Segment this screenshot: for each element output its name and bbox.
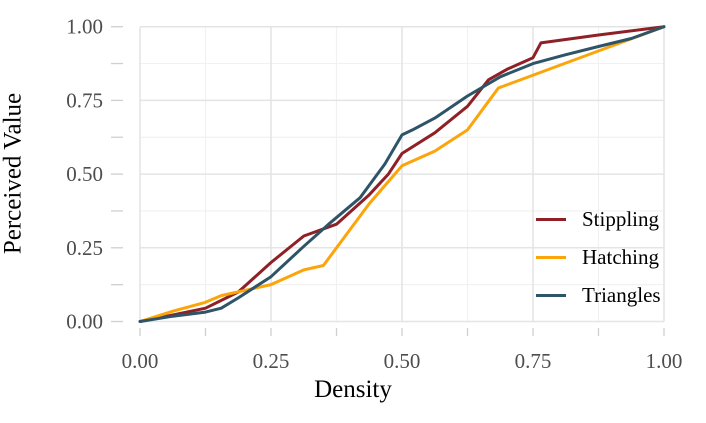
x-tick-label: 0.00 [122,349,159,373]
x-axis-title: Density [314,376,392,403]
legend-label-triangles: Triangles [582,282,661,307]
y-tick-label: 0.50 [66,162,103,186]
legend-entry-triangles: Triangles [536,276,661,314]
y-axis-title: Perceived Value [0,92,27,255]
y-tick-label: 0.75 [66,88,103,112]
legend-label-hatching: Hatching [582,244,659,269]
x-tick-label: 0.25 [253,349,290,373]
legend-label-stippling: Stippling [582,206,660,231]
series-line-stippling [138,25,666,323]
triangles-line-swatch [536,293,566,297]
y-tick-label: 0.25 [66,236,103,260]
y-tick-label: 0.00 [66,310,103,334]
legend-entry-hatching: Hatching [536,238,661,276]
x-tick-label: 0.50 [384,349,421,373]
legend-entry-stippling: Stippling [536,200,661,238]
x-tick-label: 0.75 [515,349,552,373]
legend: Stippling Hatching Triangles [536,200,661,314]
series-line-hatching [138,25,666,323]
series-line-triangles [138,25,666,323]
x-tick-label: 1.00 [646,349,683,373]
hatching-line-swatch [536,255,566,259]
y-tick-label: 1.00 [66,15,103,39]
stippling-line-swatch [536,217,566,221]
